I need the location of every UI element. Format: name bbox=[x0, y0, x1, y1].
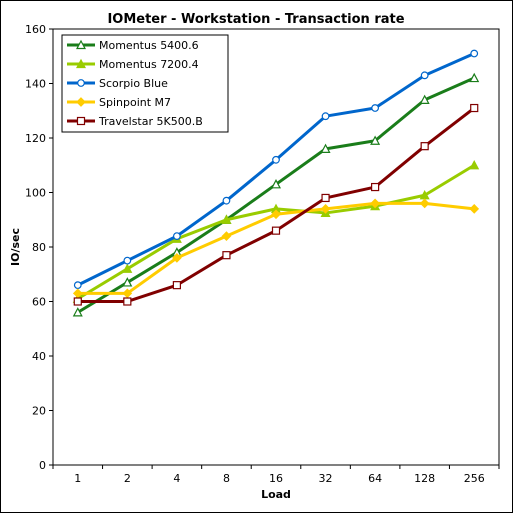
y-axis-label: IO/sec bbox=[9, 228, 22, 266]
x-tick-label: 8 bbox=[223, 472, 230, 485]
data-point-marker bbox=[76, 116, 86, 126]
y-tick-label: 60 bbox=[32, 296, 46, 309]
axes: 0 20 40 60 80 100 120 140 160 1 2 4 8 16 32 64 128 256 bbox=[25, 23, 500, 485]
data-point-marker bbox=[419, 94, 430, 104]
data-point-marker bbox=[73, 281, 82, 290]
x-tick-label: 4 bbox=[173, 472, 180, 485]
data-point-marker bbox=[76, 97, 86, 107]
data-point-marker bbox=[222, 196, 231, 205]
y-tick-label: 80 bbox=[32, 241, 46, 254]
y-tick-label: 120 bbox=[25, 132, 46, 145]
series-lines bbox=[72, 49, 480, 317]
x-tick-label: 256 bbox=[464, 472, 485, 485]
legend-entry-label: Travelstar 5K500.B bbox=[98, 115, 203, 128]
legend-entry-label: Momentus 5400.6 bbox=[99, 39, 199, 52]
legend-entry-label: Momentus 7200.4 bbox=[99, 58, 199, 71]
data-point-marker bbox=[370, 198, 380, 209]
series-group bbox=[72, 198, 480, 299]
data-point-marker bbox=[370, 135, 381, 145]
data-point-marker bbox=[321, 193, 330, 203]
legend-entry-label: Spinpoint M7 bbox=[99, 96, 171, 109]
data-point-marker bbox=[172, 281, 181, 290]
y-tick-label: 0 bbox=[39, 459, 46, 472]
y-tick-label: 160 bbox=[25, 23, 46, 36]
data-point-marker bbox=[271, 209, 281, 220]
y-tick-label: 20 bbox=[32, 405, 46, 418]
data-point-marker bbox=[221, 214, 232, 224]
data-point-marker bbox=[272, 155, 280, 164]
x-tick-label: 128 bbox=[414, 472, 435, 485]
data-point-marker bbox=[122, 263, 133, 273]
data-point-marker bbox=[371, 104, 380, 112]
x-tick-label: 64 bbox=[368, 472, 382, 485]
legend-entry-label: Scorpio Blue bbox=[99, 77, 168, 90]
data-point-marker bbox=[72, 288, 83, 299]
data-point-marker bbox=[271, 179, 281, 189]
data-point-marker bbox=[222, 251, 231, 260]
data-point-marker bbox=[321, 112, 330, 121]
data-point-marker bbox=[320, 204, 331, 214]
data-point-marker bbox=[469, 159, 480, 170]
data-point-marker bbox=[123, 297, 132, 306]
data-point-marker bbox=[72, 307, 83, 317]
data-point-marker bbox=[469, 204, 480, 214]
data-point-marker bbox=[420, 71, 429, 80]
data-point-marker bbox=[470, 49, 479, 58]
x-tick-label: 2 bbox=[124, 472, 131, 485]
data-point-marker bbox=[122, 277, 133, 287]
data-point-marker bbox=[271, 226, 281, 235]
data-point-marker bbox=[320, 143, 331, 153]
data-point-marker bbox=[469, 72, 480, 83]
legend: Momentus 5400.6 Momentus 7200.4 Scorpio Bl… bbox=[61, 34, 229, 133]
x-tick-label: 16 bbox=[269, 472, 283, 485]
data-point-marker bbox=[76, 58, 86, 69]
x-tick-label: 32 bbox=[319, 472, 333, 485]
series-group bbox=[73, 103, 479, 306]
data-point-marker bbox=[221, 231, 232, 241]
x-tick-label: 1 bbox=[74, 472, 81, 485]
x-axis-label: Load bbox=[261, 488, 291, 501]
data-point-marker bbox=[172, 253, 182, 263]
data-point-marker bbox=[76, 39, 86, 50]
y-tick-label: 140 bbox=[25, 78, 46, 91]
data-point-marker bbox=[420, 142, 429, 151]
data-point-marker bbox=[73, 297, 82, 306]
y-tick-label: 40 bbox=[32, 350, 46, 363]
data-point-marker bbox=[122, 288, 133, 299]
data-point-marker bbox=[172, 232, 181, 241]
data-point-marker bbox=[123, 256, 132, 265]
data-point-marker bbox=[371, 182, 380, 192]
data-point-marker bbox=[470, 103, 479, 113]
data-point-marker bbox=[77, 79, 85, 87]
series-group bbox=[73, 49, 479, 290]
data-point-marker bbox=[419, 198, 430, 209]
chart-title: IOMeter - Workstation - Transaction rate bbox=[107, 12, 404, 27]
series-group bbox=[72, 72, 480, 317]
y-tick-label: 100 bbox=[25, 187, 46, 200]
